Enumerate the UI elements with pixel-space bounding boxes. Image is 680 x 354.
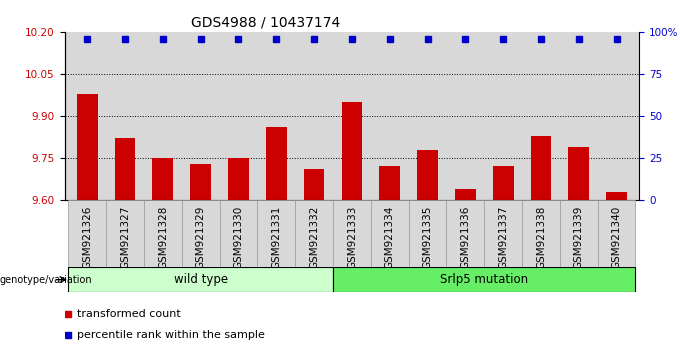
Bar bbox=[77, 93, 98, 200]
Text: GSM921334: GSM921334 bbox=[385, 205, 394, 269]
Bar bbox=[455, 189, 476, 200]
Text: GSM921340: GSM921340 bbox=[611, 205, 622, 269]
FancyBboxPatch shape bbox=[409, 200, 446, 267]
Text: GSM921329: GSM921329 bbox=[196, 205, 205, 269]
Bar bbox=[530, 136, 551, 200]
Text: transformed count: transformed count bbox=[78, 309, 181, 319]
FancyBboxPatch shape bbox=[522, 200, 560, 267]
FancyBboxPatch shape bbox=[144, 200, 182, 267]
Bar bbox=[152, 158, 173, 200]
Bar bbox=[228, 158, 249, 200]
Text: GSM921331: GSM921331 bbox=[271, 205, 282, 269]
Text: GSM921336: GSM921336 bbox=[460, 205, 471, 269]
Text: GSM921339: GSM921339 bbox=[574, 205, 583, 269]
FancyBboxPatch shape bbox=[446, 200, 484, 267]
Bar bbox=[417, 149, 438, 200]
Bar bbox=[606, 192, 627, 200]
FancyBboxPatch shape bbox=[182, 200, 220, 267]
Text: GSM921332: GSM921332 bbox=[309, 205, 319, 269]
Bar bbox=[304, 169, 324, 200]
Text: percentile rank within the sample: percentile rank within the sample bbox=[78, 330, 265, 341]
Text: genotype/variation: genotype/variation bbox=[0, 275, 92, 285]
Bar bbox=[341, 102, 362, 200]
FancyBboxPatch shape bbox=[560, 200, 598, 267]
Text: Srlp5 mutation: Srlp5 mutation bbox=[440, 273, 528, 286]
Bar bbox=[190, 164, 211, 200]
Bar bbox=[115, 138, 135, 200]
Text: GSM921330: GSM921330 bbox=[233, 205, 243, 269]
Title: GDS4988 / 10437174: GDS4988 / 10437174 bbox=[191, 15, 340, 29]
Text: GSM921337: GSM921337 bbox=[498, 205, 508, 269]
Text: GSM921333: GSM921333 bbox=[347, 205, 357, 269]
Bar bbox=[266, 127, 287, 200]
Text: GSM921328: GSM921328 bbox=[158, 205, 168, 269]
FancyBboxPatch shape bbox=[295, 200, 333, 267]
FancyBboxPatch shape bbox=[69, 200, 106, 267]
Text: GSM921327: GSM921327 bbox=[120, 205, 130, 269]
Bar bbox=[568, 147, 589, 200]
FancyBboxPatch shape bbox=[333, 200, 371, 267]
Text: GSM921335: GSM921335 bbox=[422, 205, 432, 269]
Text: wild type: wild type bbox=[173, 273, 228, 286]
FancyBboxPatch shape bbox=[598, 200, 635, 267]
FancyBboxPatch shape bbox=[371, 200, 409, 267]
FancyBboxPatch shape bbox=[69, 267, 333, 292]
Text: GSM921326: GSM921326 bbox=[82, 205, 92, 269]
FancyBboxPatch shape bbox=[333, 267, 635, 292]
FancyBboxPatch shape bbox=[258, 200, 295, 267]
Bar bbox=[493, 166, 513, 200]
Text: GSM921338: GSM921338 bbox=[536, 205, 546, 269]
FancyBboxPatch shape bbox=[106, 200, 144, 267]
Bar bbox=[379, 166, 400, 200]
FancyBboxPatch shape bbox=[484, 200, 522, 267]
FancyBboxPatch shape bbox=[220, 200, 258, 267]
